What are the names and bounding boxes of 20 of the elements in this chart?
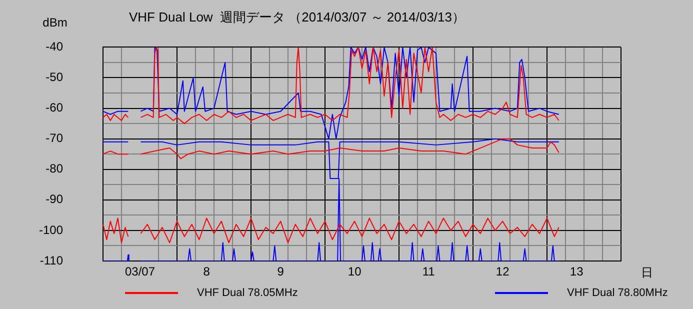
y-tick-label: -80 bbox=[46, 162, 64, 176]
y-axis-title: dBm bbox=[42, 15, 68, 30]
x-axis-title: 日 bbox=[641, 265, 653, 280]
x-tick-label: 8 bbox=[203, 264, 210, 279]
x-tick-label: 10 bbox=[348, 264, 362, 279]
x-tick-label: 03/07 bbox=[124, 264, 156, 279]
y-tick-label: -90 bbox=[46, 192, 64, 206]
y-tick-label: -100 bbox=[38, 222, 64, 237]
y-tick-label: -70 bbox=[46, 131, 64, 146]
x-tick-label: 13 bbox=[570, 264, 584, 279]
legend-label: VHF Dual 78.05MHz bbox=[197, 287, 298, 300]
y-tick-label: -110 bbox=[40, 253, 64, 268]
x-tick-label: 12 bbox=[496, 264, 510, 279]
legend-label: VHF Dual 78.80MHz bbox=[567, 287, 668, 300]
x-tick-label: 11 bbox=[422, 264, 436, 279]
y-tick-label: -60 bbox=[46, 100, 64, 115]
chart-title: VHF Dual Low 週間データ （2014/03/07 ～ 2014/03/13） bbox=[129, 10, 465, 25]
x-tick-label: 9 bbox=[277, 264, 284, 279]
y-tick-label: -40 bbox=[46, 40, 64, 54]
y-tick-label: -50 bbox=[46, 70, 64, 84]
